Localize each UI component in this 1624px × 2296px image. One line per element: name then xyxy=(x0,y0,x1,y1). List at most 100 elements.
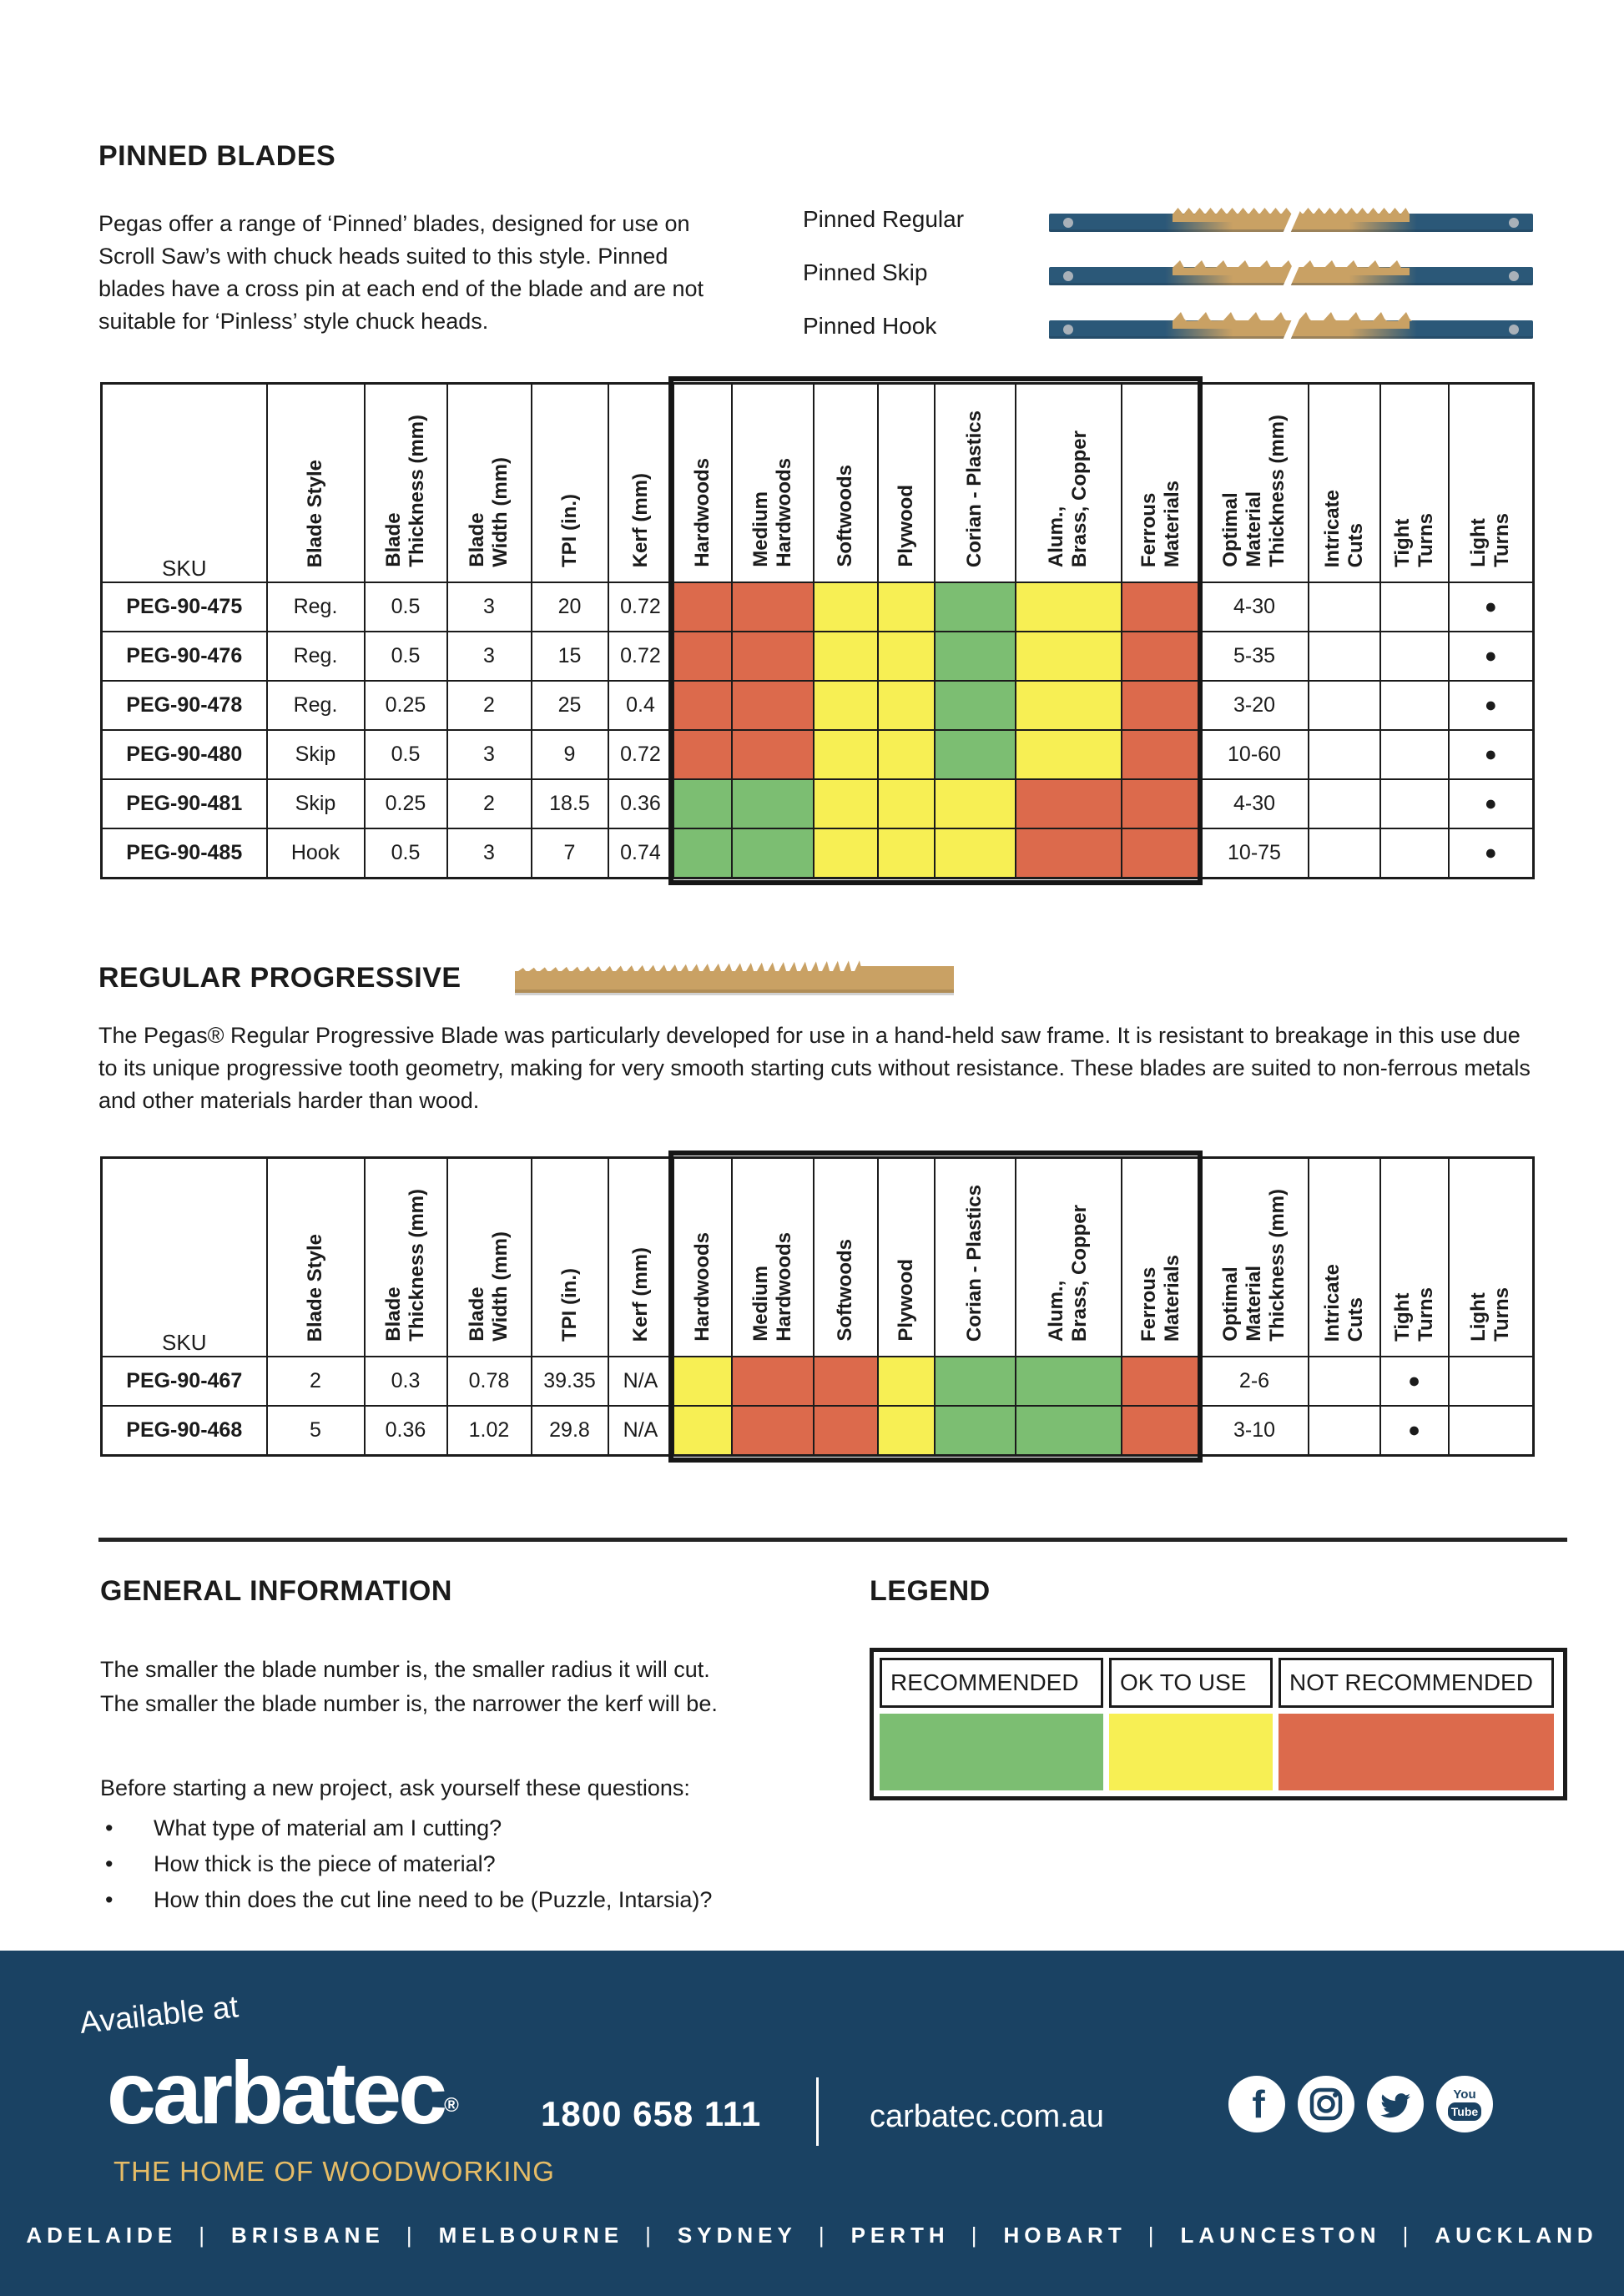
sku-cell: PEG-90-475 xyxy=(100,582,268,632)
legend-swatch-ok-to-use xyxy=(1109,1714,1273,1790)
material-rating-cell-rec xyxy=(672,778,733,829)
info-line: The smaller the blade number is, the sma… xyxy=(100,1657,710,1682)
pinned-blades-section: PINNED BLADES Pegas offer a range of ‘Pi… xyxy=(98,140,1567,362)
material-rating-cell-nr xyxy=(812,1405,879,1457)
available-at-text: Available at xyxy=(78,1989,240,2041)
regular-progressive-title: REGULAR PROGRESSIVE xyxy=(98,961,461,994)
sku-cell: PEG-90-480 xyxy=(100,729,268,780)
pinned-blades-description: Pegas offer a range of ‘Pinned’ blades, … xyxy=(98,211,704,334)
sku-cell: PEG-90-478 xyxy=(100,680,268,731)
svg-text:Tube: Tube xyxy=(1451,2105,1479,2118)
column-header: Corian - Plastics xyxy=(933,1156,1016,1357)
facebook-icon[interactable]: f xyxy=(1228,2076,1285,2132)
city-separator: | xyxy=(1147,2223,1159,2248)
intricate-cuts-cell xyxy=(1307,778,1381,829)
material-rating-cell-ok xyxy=(933,828,1016,879)
footer-city: HOBART xyxy=(1003,2223,1127,2248)
thickness-cell: 0.5 xyxy=(363,631,448,682)
registered-mark: ® xyxy=(444,2094,459,2117)
column-header: Intricate Cuts xyxy=(1307,382,1381,583)
instagram-icon[interactable] xyxy=(1298,2076,1354,2132)
pinned-blades-table: SKU Blade Style Blade Thickness (mm) Blade … xyxy=(100,382,1535,879)
column-header: Optimal Material Thickness (mm) xyxy=(1199,382,1309,583)
tight-turns-cell: ● xyxy=(1379,1356,1450,1407)
column-header: TPI (in.) xyxy=(530,1156,609,1357)
column-header: Optimal Material Thickness (mm) xyxy=(1199,1156,1309,1357)
social-links: f You Tube xyxy=(1228,2076,1493,2132)
table-row: PEG-90-481 Skip 0.25 2 18.5 0.36 4-30 ● xyxy=(100,778,1535,829)
website-link[interactable]: carbatec.com.au xyxy=(870,2099,1104,2134)
material-rating-cell-nr xyxy=(730,729,815,780)
column-header: Kerf (mm) xyxy=(607,1156,674,1357)
thickness-cell: 0.3 xyxy=(363,1356,448,1407)
blade-style-label: Pinned Regular xyxy=(803,206,965,232)
tight-turns-cell xyxy=(1379,828,1450,879)
material-rating-cell-nr xyxy=(672,631,733,682)
column-header: Tight Turns xyxy=(1379,382,1450,583)
twitter-icon[interactable] xyxy=(1367,2076,1424,2132)
blade-style-row: Pinned Regular xyxy=(803,202,1567,237)
tpi-cell: 15 xyxy=(530,631,609,682)
phone-number: 1800 658 111 xyxy=(541,2094,762,2133)
material-rating-cell-rec xyxy=(933,1405,1016,1457)
blade-style-cell: Hook xyxy=(265,828,366,879)
city-separator: | xyxy=(818,2223,830,2248)
blade-style-row: Pinned Skip xyxy=(803,255,1567,290)
legend-swatch-recommended xyxy=(880,1714,1103,1790)
pinned-blade-styles-list: Pinned Regular Pinned Skip Pinned Hook xyxy=(803,140,1567,362)
legend-label-recommended: RECOMMENDED xyxy=(880,1658,1103,1708)
intricate-cuts-cell xyxy=(1307,680,1381,731)
city-separator: | xyxy=(406,2223,417,2248)
material-rating-cell-nr xyxy=(672,582,733,632)
column-header: Tight Turns xyxy=(1379,1156,1450,1357)
material-rating-cell-ok xyxy=(812,828,879,879)
blade-style-cell: Reg. xyxy=(265,631,366,682)
material-rating-cell-nr xyxy=(1120,1405,1202,1457)
legend-swatch-not-recommended xyxy=(1279,1714,1554,1790)
optimal-thickness-cell: 10-75 xyxy=(1199,828,1309,879)
light-turns-cell: ● xyxy=(1447,680,1535,731)
table-row: PEG-90-485 Hook 0.5 3 7 0.74 10-75 ● xyxy=(100,828,1535,879)
youtube-icon[interactable]: You Tube xyxy=(1436,2076,1493,2132)
general-information-title: GENERAL INFORMATION xyxy=(100,1575,452,1607)
kerf-cell: N/A xyxy=(607,1405,674,1457)
material-rating-cell-nr xyxy=(1120,729,1202,780)
question-item: What type of material am I cutting? xyxy=(100,1810,818,1846)
material-rating-cell-ok xyxy=(672,1356,733,1407)
material-rating-cell-nr xyxy=(672,680,733,731)
sku-cell: PEG-90-485 xyxy=(100,828,268,879)
material-rating-cell-ok xyxy=(812,680,879,731)
material-rating-cell-nr xyxy=(1120,680,1202,731)
progressive-table: SKU Blade Style Blade Thickness (mm) Blade … xyxy=(100,1156,1535,1457)
material-rating-cell-nr xyxy=(672,729,733,780)
kerf-cell: 0.72 xyxy=(607,631,674,682)
intricate-cuts-cell xyxy=(1307,1356,1381,1407)
progressive-blade-image xyxy=(514,960,954,995)
intricate-cuts-cell xyxy=(1307,828,1381,879)
intricate-cuts-cell xyxy=(1307,582,1381,632)
material-rating-cell-ok xyxy=(1014,631,1122,682)
sku-cell: PEG-90-467 xyxy=(100,1356,268,1407)
column-header: Ferrous Materials xyxy=(1120,1156,1202,1357)
city-separator: | xyxy=(645,2223,656,2248)
material-rating-cell-ok xyxy=(1014,729,1122,780)
question-item: How thick is the piece of material? xyxy=(100,1846,818,1882)
width-cell: 1.02 xyxy=(446,1405,532,1457)
pinned-blades-title: PINNED BLADES xyxy=(98,140,336,172)
sku-cell: PEG-90-476 xyxy=(100,631,268,682)
pinned-hook-blade-image xyxy=(1049,312,1533,342)
legend-label-ok-to-use: OK TO USE xyxy=(1109,1658,1273,1708)
column-header: Medium Hardwoods xyxy=(730,382,815,583)
table-row: PEG-90-475 Reg. 0.5 3 20 0.72 4-30 ● xyxy=(100,582,1535,632)
column-header: Kerf (mm) xyxy=(607,382,674,583)
tpi-cell: 20 xyxy=(530,582,609,632)
light-turns-cell: ● xyxy=(1447,778,1535,829)
material-rating-cell-rec xyxy=(672,828,733,879)
footer-city: PERTH xyxy=(850,2223,950,2248)
material-rating-cell-rec xyxy=(933,582,1016,632)
footer-city: AUCKLAND xyxy=(1435,2223,1598,2248)
tpi-cell: 39.35 xyxy=(530,1356,609,1407)
width-cell: 2 xyxy=(446,778,532,829)
material-rating-cell-rec xyxy=(1014,1405,1122,1457)
column-header: Blade Width (mm) xyxy=(446,1156,532,1357)
